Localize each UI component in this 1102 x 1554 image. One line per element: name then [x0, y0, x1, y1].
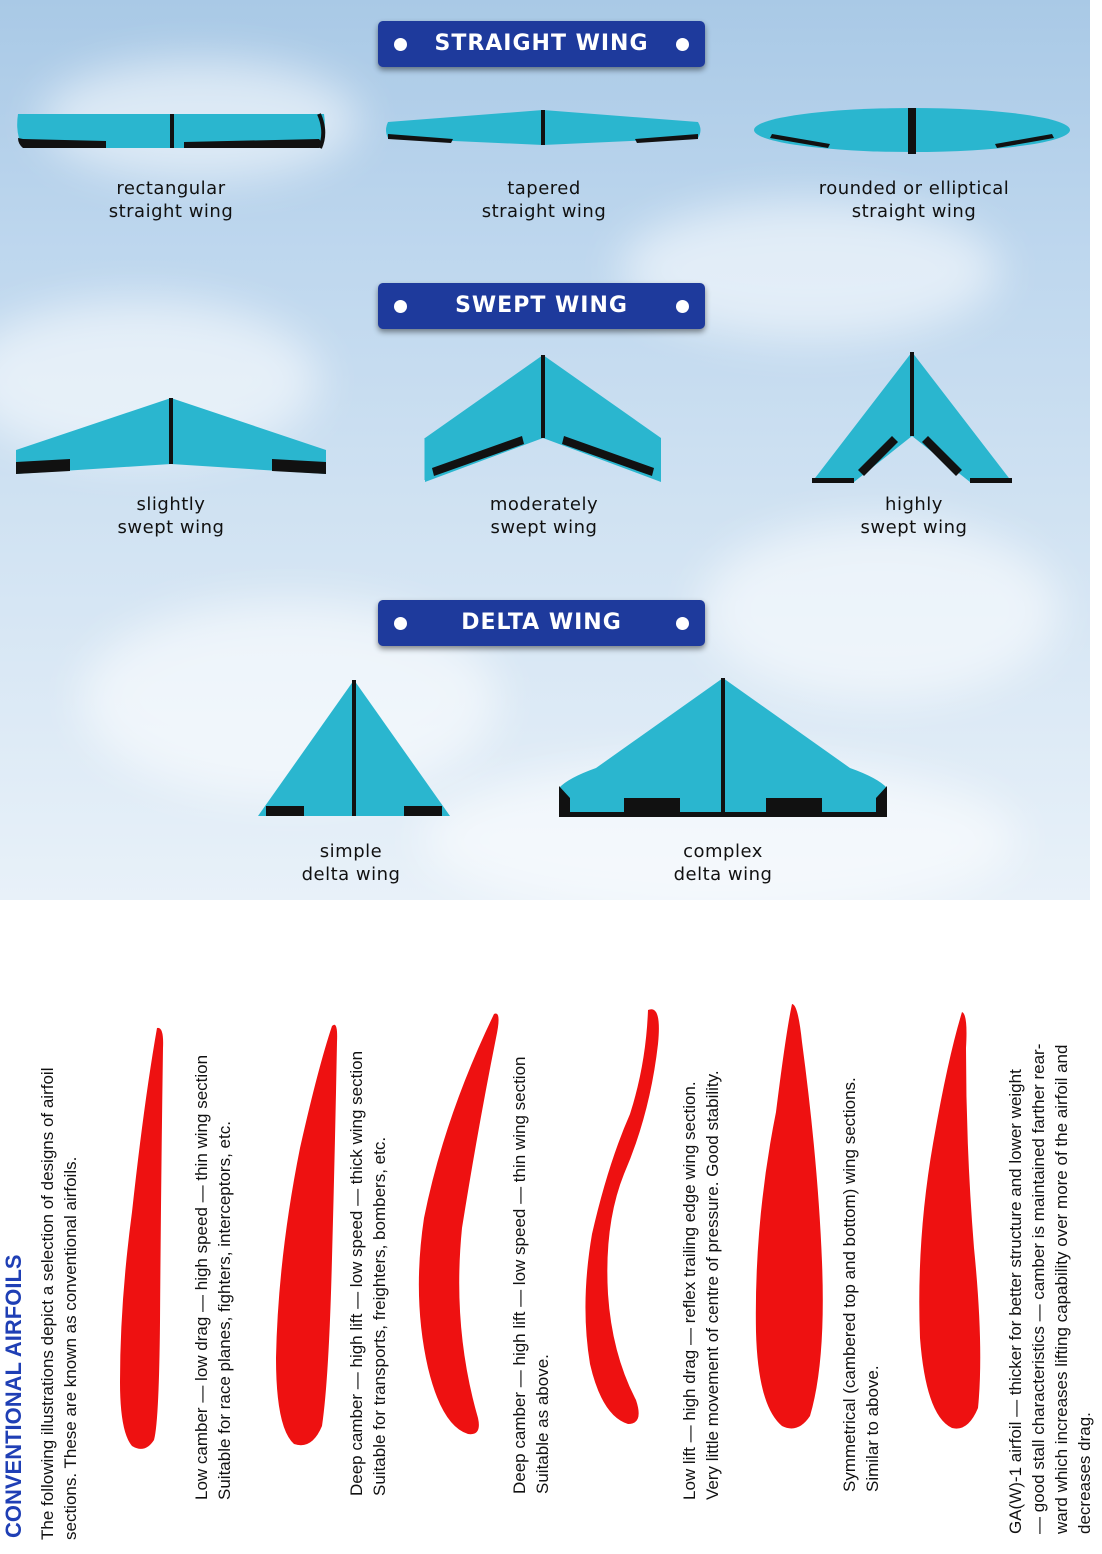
bullet-icon	[394, 300, 407, 313]
moderately-swept-wing-diagram	[424, 355, 661, 482]
complex-delta-wing-diagram	[559, 678, 887, 817]
cloud	[700, 520, 1060, 700]
wing-caption: simple delta wing	[301, 841, 401, 885]
airfoil-description: Low lift — high drag — reflex trailing e…	[680, 1070, 722, 1500]
wing-caption: complex delta wing	[673, 841, 773, 885]
tapered-wing-diagram	[386, 110, 701, 145]
airfoil-low-camber-thin	[120, 1027, 164, 1449]
highly-swept-wing-diagram	[812, 352, 1012, 483]
airfoil-deep-camber-thin	[418, 1013, 499, 1435]
airfoils-panel: CONVENTIONAL AIRFOILS The following illu…	[0, 900, 1102, 1554]
airfoils-heading: CONVENTIONAL AIRFOILS	[1, 938, 26, 1538]
delta-wing-banner: DELTA WING	[378, 600, 705, 646]
airfoil-description: Deep camber — high lift — low speed — th…	[510, 1056, 552, 1494]
bullet-icon	[676, 617, 689, 630]
airfoil-description: Symmetrical (cambered top and bottom) wi…	[840, 1077, 882, 1492]
airfoil-gaw-1	[919, 1012, 981, 1429]
elliptical-wing-diagram	[754, 108, 1070, 154]
simple-delta-wing-diagram	[258, 680, 450, 816]
bullet-icon	[676, 38, 689, 51]
airfoil-symmetrical	[755, 1004, 823, 1429]
wing-types-panel: STRAIGHT WING rectangular straight wing …	[0, 0, 1090, 900]
wing-caption: moderately swept wing	[489, 494, 599, 538]
wing-caption: tapered straight wing	[481, 178, 607, 222]
swept-wing-title: SWEPT WING	[455, 293, 628, 318]
bullet-icon	[676, 300, 689, 313]
slightly-swept-wing-diagram	[16, 398, 326, 474]
airfoil-description: GA(W)-1 airfoil — thicker for better str…	[1006, 1043, 1094, 1534]
bullet-icon	[394, 617, 407, 630]
airfoils-title: CONVENTIONAL AIRFOILS	[1, 1254, 26, 1538]
rectangular-wing-diagram	[17, 113, 326, 149]
straight-wing-title: STRAIGHT WING	[434, 31, 649, 56]
straight-wing-banner: STRAIGHT WING	[378, 21, 705, 67]
airfoils-intro: The following illustrations depict a sel…	[38, 1067, 80, 1540]
wing-caption: highly swept wing	[860, 494, 968, 538]
airfoil-description: Deep camber — high lift — low speed — th…	[347, 1050, 389, 1496]
swept-wing-banner: SWEPT WING	[378, 283, 705, 329]
bullet-icon	[394, 38, 407, 51]
delta-wing-title: DELTA WING	[461, 610, 622, 635]
wing-caption: rectangular straight wing	[108, 178, 234, 222]
wing-caption: slightly swept wing	[117, 494, 225, 538]
airfoil-reflex-trailing-edge	[585, 1009, 659, 1424]
wing-caption: rounded or elliptical straight wing	[818, 178, 1010, 222]
airfoil-description: Low camber — low drag — high speed — thi…	[192, 1054, 234, 1500]
airfoil-deep-camber-thick	[276, 1024, 338, 1446]
